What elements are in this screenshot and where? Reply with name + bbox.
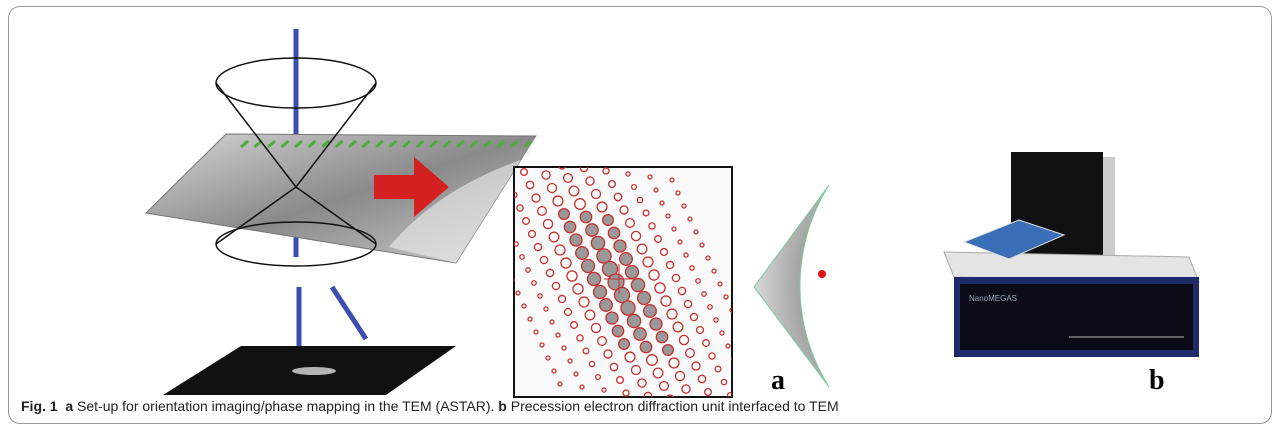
panel-label: b xyxy=(1149,365,1165,396)
figure-art: a NanoMEGAS b xyxy=(9,7,1272,424)
spot xyxy=(640,341,652,353)
spot xyxy=(496,203,500,207)
spot xyxy=(508,229,512,233)
orientation-point xyxy=(818,270,826,278)
spot xyxy=(656,331,667,342)
figure: a NanoMEGAS b Fig. 1 a Set-up for orient… xyxy=(8,6,1272,424)
spot xyxy=(608,227,619,238)
spot xyxy=(621,301,635,315)
spot xyxy=(626,266,639,279)
spot xyxy=(576,247,589,260)
spot xyxy=(580,211,592,223)
spot xyxy=(650,318,662,330)
spot xyxy=(614,240,626,252)
spot xyxy=(504,265,508,269)
figure-number: Fig. 1 xyxy=(21,398,58,414)
spot xyxy=(570,234,582,246)
spot xyxy=(620,253,633,266)
spot xyxy=(502,216,506,220)
spot xyxy=(582,260,595,273)
spot xyxy=(486,226,490,230)
spot xyxy=(619,339,630,350)
spot xyxy=(638,292,651,305)
spot xyxy=(603,215,614,226)
caption-label: b xyxy=(498,398,507,414)
spot xyxy=(591,236,604,249)
spot xyxy=(612,325,623,336)
spot xyxy=(744,383,748,387)
caption: Fig. 1 a Set-up for orientation imaging/… xyxy=(21,398,839,414)
spot xyxy=(754,360,758,364)
device-label: NanoMEGAS xyxy=(969,294,1017,303)
spot xyxy=(559,209,570,220)
orientation-fan xyxy=(754,185,829,387)
spot xyxy=(564,221,575,232)
spot xyxy=(600,299,613,312)
caption-text: Precession electron diffraction unit int… xyxy=(511,398,839,414)
spot xyxy=(644,305,657,318)
spot xyxy=(594,286,607,299)
spot xyxy=(492,239,496,243)
spot xyxy=(631,278,644,291)
spot xyxy=(736,321,740,325)
caption-label: a xyxy=(65,398,73,414)
spot xyxy=(606,312,618,324)
spot xyxy=(738,370,742,374)
beam xyxy=(332,287,366,339)
spot xyxy=(760,373,764,377)
spot xyxy=(634,328,646,340)
spot xyxy=(766,386,770,390)
spot xyxy=(586,224,598,236)
spot xyxy=(748,347,752,351)
panel-label: a xyxy=(771,365,785,396)
caption-text: Set-up for orientation imaging/phase map… xyxy=(77,398,494,414)
spot xyxy=(498,252,502,256)
spot xyxy=(587,272,600,285)
spot xyxy=(742,334,746,338)
diffraction-spot xyxy=(292,367,336,375)
spot xyxy=(627,314,640,327)
spot xyxy=(663,345,674,356)
spot xyxy=(536,158,543,165)
